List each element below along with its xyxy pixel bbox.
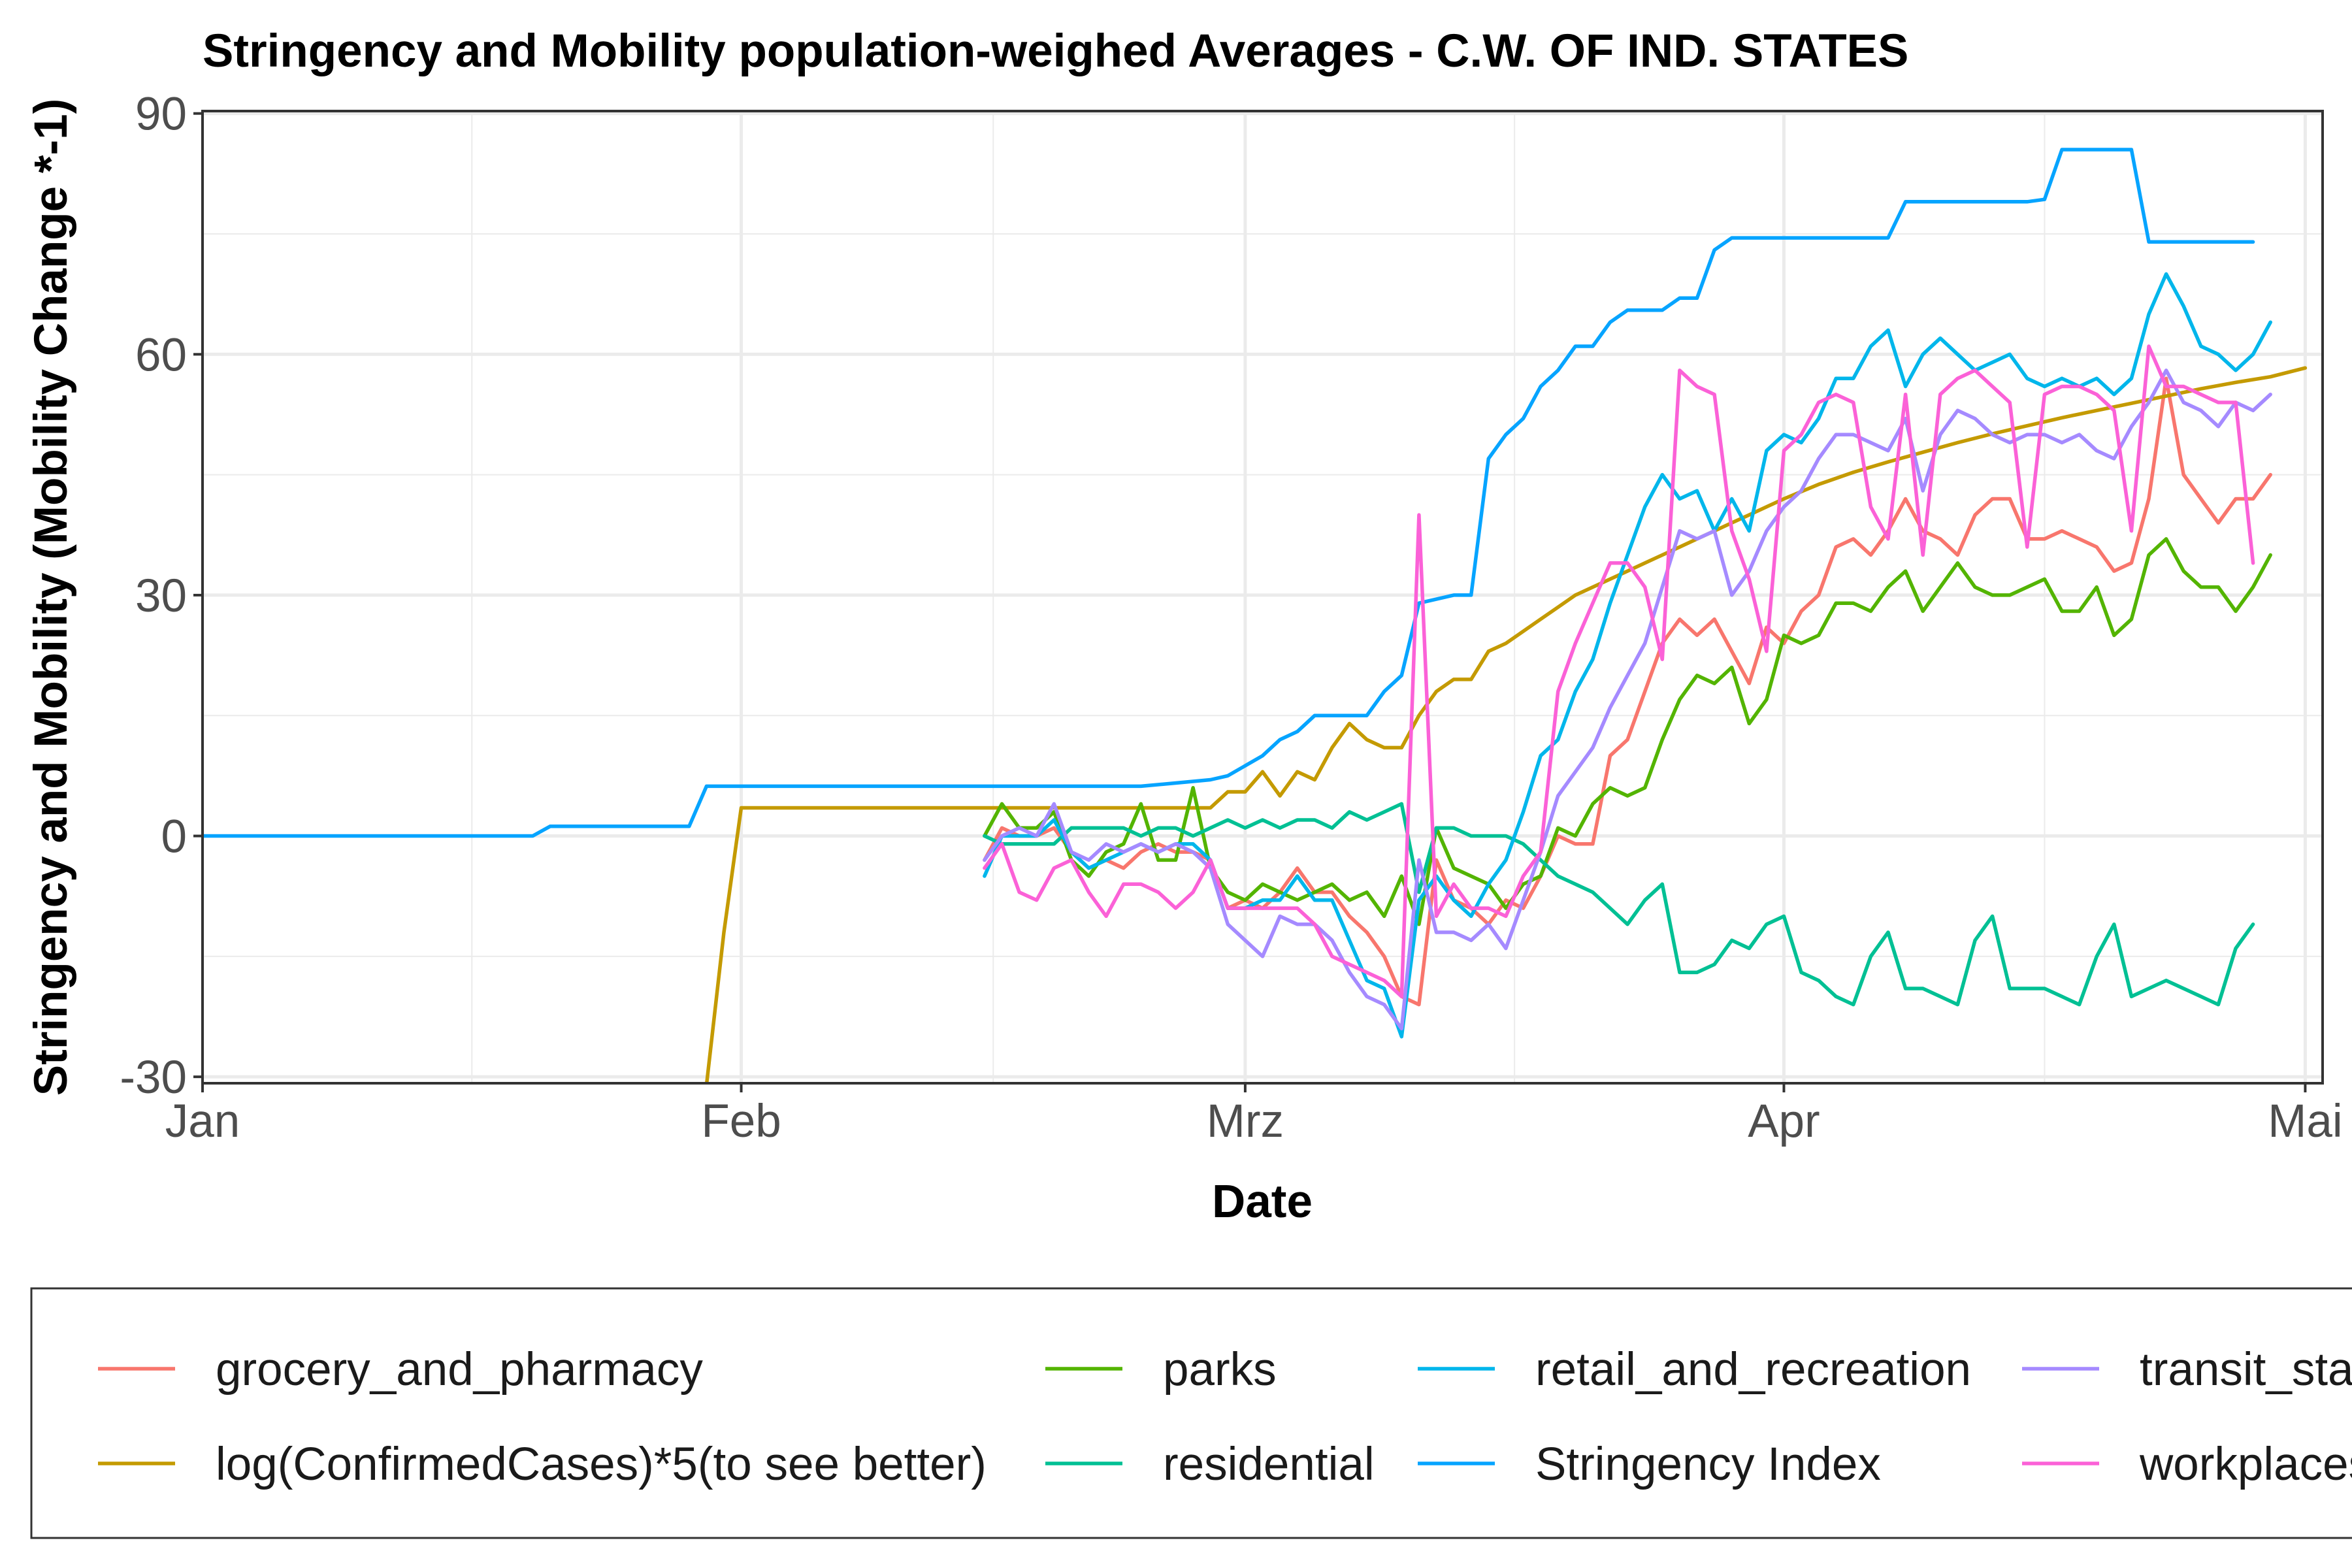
x-tick-label: Feb: [701, 1096, 781, 1147]
legend-label: retail_and_recreation: [1535, 1344, 1971, 1396]
x-axis-title: Date: [1212, 1176, 1313, 1228]
series-line-grocery-and-pharmacy: [983, 376, 2272, 1007]
legend-item-grocery-and-pharmacy: grocery_and_pharmacy: [98, 1344, 703, 1396]
legend: grocery_and_pharmacy log(ConfirmedCases)*…: [30, 1287, 2352, 1539]
legend-box: [30, 1287, 2352, 1539]
plot-panel: [203, 111, 2323, 1083]
legend-items: grocery_and_pharmacy log(ConfirmedCases)*…: [98, 1344, 2352, 1490]
legend-label: parks: [1163, 1344, 1277, 1396]
y-tick-label: 0: [161, 811, 188, 863]
legend-label: workplaces: [2139, 1439, 2352, 1490]
legend-label: grocery_and_pharmacy: [216, 1344, 703, 1396]
y-tick-label: 90: [135, 89, 187, 140]
series-line-parks: [983, 537, 2272, 926]
x-axis: Jan Feb Mrz Apr Mai: [165, 1083, 2343, 1147]
y-tick-label: -30: [120, 1052, 187, 1103]
y-tick-label: 60: [135, 329, 187, 381]
series-line-retail-and-recreation: [983, 272, 2272, 1039]
legend-item-log-confirmedcases-5-to-see-better: log(ConfirmedCases)*5(to see better): [98, 1439, 987, 1490]
x-tick-label: Jan: [165, 1096, 240, 1147]
y-axis: 90 60 30 0 -30: [120, 89, 203, 1103]
x-tick-label: Mrz: [1207, 1096, 1284, 1147]
legend-label: log(ConfirmedCases)*5(to see better): [216, 1439, 987, 1490]
legend-item-workplaces: workplaces: [2022, 1439, 2352, 1490]
legend-item-transit-stations: transit_stations: [2022, 1344, 2352, 1396]
y-tick-label: 30: [135, 570, 187, 622]
legend-label: transit_stations: [2140, 1344, 2352, 1396]
series-line-log-confirmedcases-5-to-see-better: [704, 366, 2308, 1083]
series-lines: [203, 148, 2308, 1083]
y-axis-title: Stringency and Mobility (Mobility Change…: [25, 99, 77, 1096]
legend-item-parks: parks: [1045, 1344, 1277, 1396]
series-line-transit-stations: [983, 368, 2272, 1031]
x-tick-label: Apr: [1748, 1096, 1820, 1147]
x-tick-label: Mai: [2268, 1096, 2342, 1147]
series-line-workplaces: [983, 344, 2255, 999]
chart-title: Stringency and Mobility population-weigh…: [203, 25, 1908, 77]
series-line-residential: [983, 802, 2255, 1007]
legend-label: Stringency Index: [1535, 1439, 1881, 1490]
legend-item-residential: residential: [1045, 1439, 1375, 1490]
legend-item-stringency-index: Stringency Index: [1418, 1439, 1881, 1490]
plot-area: [201, 110, 2324, 1085]
plot-border: [201, 110, 2324, 1085]
legend-item-retail-and-recreation: retail_and_recreation: [1418, 1344, 1971, 1396]
series-line-stringency-index: [203, 148, 2255, 838]
legend-label: residential: [1163, 1439, 1375, 1490]
